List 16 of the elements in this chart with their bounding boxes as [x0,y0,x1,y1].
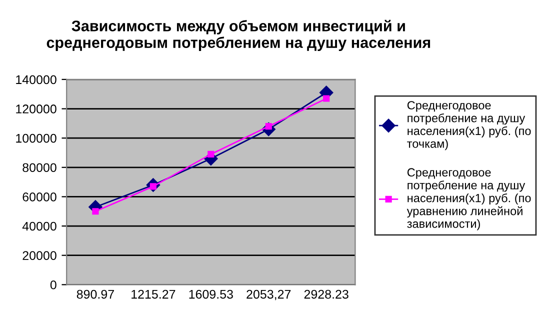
y-tick-label: 0 [50,280,56,290]
x-tick-label: 2053,27 [246,290,291,300]
x-tick-label: 2928.23 [304,290,348,299]
y-tick-label: 60000 [22,192,56,202]
x-tick-label: 1215.27 [132,290,176,299]
y-tick-label: 100000 [16,134,56,143]
x-tick-label: 1609.53 [189,290,233,299]
y-tick-label: 80000 [22,163,56,172]
legend-label: Среднегодовое потребление на душу населения(х1) руб. (по точкам) [407,101,531,150]
y-tick-label: 120000 [16,104,56,114]
chart-title: Зависимость между объемом инвестиций и среднегодовым потреблением на душу населения [46,20,430,52]
x-tick-label: 890.97 [76,290,114,299]
y-tick-label: 140000 [16,75,56,84]
legend-label: Среднегодовое потребление на душу населения(х1) руб. (по уравнению линейной зависимости) [406,168,531,230]
y-tick-label: 20000 [22,251,56,260]
y-tick-label: 40000 [22,222,56,231]
